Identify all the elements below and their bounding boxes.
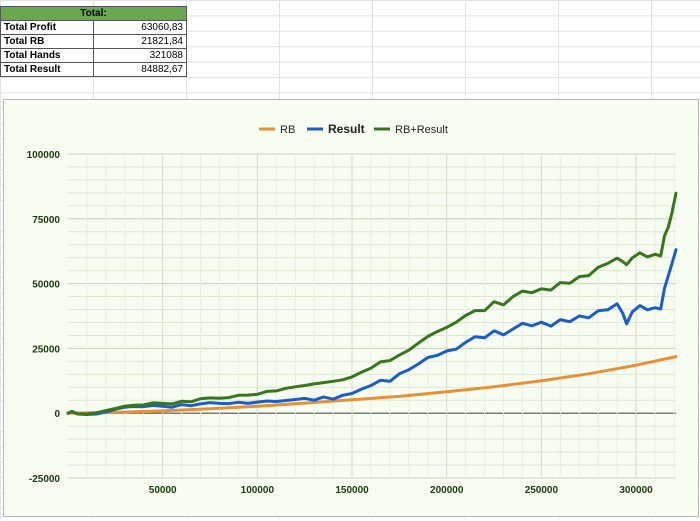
- summary-value[interactable]: 21821,84: [93, 34, 187, 49]
- x-tick-label: 300000: [619, 485, 653, 496]
- y-tick-label: 0: [54, 409, 60, 420]
- x-tick-label: 50000: [149, 485, 177, 496]
- legend-label-rb: RB: [280, 124, 295, 136]
- summary-table: Total: Total Profit 63060,83 Total RB 21…: [0, 6, 187, 77]
- line-chart: RB Result RB+Result 1000007500050000250000…: [27, 122, 678, 496]
- x-tick-label: 100000: [241, 485, 275, 496]
- x-tick-label: 200000: [430, 485, 464, 496]
- y-tick-label: 25000: [32, 344, 60, 355]
- y-tick-label: 100000: [27, 150, 61, 161]
- legend-label-rb-result: RB+Result: [395, 124, 448, 136]
- summary-value[interactable]: 63060,83: [93, 20, 187, 35]
- series-line-rb: [66, 355, 678, 415]
- summary-row-result: Total Result 84882,67: [0, 62, 187, 77]
- chart-legend: RB Result RB+Result: [259, 122, 448, 136]
- legend-label-result: Result: [328, 122, 365, 136]
- summary-label[interactable]: Total Result: [0, 62, 94, 77]
- summary-header[interactable]: Total:: [0, 6, 187, 21]
- series-line-result: [66, 248, 678, 416]
- summary-label[interactable]: Total RB: [0, 34, 94, 49]
- chart-panel[interactable]: RB Result RB+Result 100000 75000 50000 25000 0…: [3, 99, 699, 517]
- summary-label[interactable]: Total Hands: [0, 48, 94, 63]
- summary-label[interactable]: Total Profit: [0, 20, 94, 35]
- y-tick-label: 75000: [32, 215, 60, 226]
- summary-value[interactable]: 84882,67: [93, 62, 187, 77]
- chart-series: [66, 191, 678, 416]
- summary-value[interactable]: 321088: [93, 48, 187, 63]
- x-tick-label: 150000: [335, 485, 369, 496]
- series-line-rb-result: [66, 191, 678, 416]
- chart-grid: [68, 153, 676, 479]
- y-tick-label: -25000: [29, 474, 61, 485]
- summary-row-hands: Total Hands 321088: [0, 48, 187, 63]
- y-tick-label: 50000: [32, 280, 60, 291]
- summary-row-profit: Total Profit 63060,83: [0, 20, 187, 35]
- summary-row-rb: Total RB 21821,84: [0, 34, 187, 49]
- x-tick-label: 250000: [525, 485, 559, 496]
